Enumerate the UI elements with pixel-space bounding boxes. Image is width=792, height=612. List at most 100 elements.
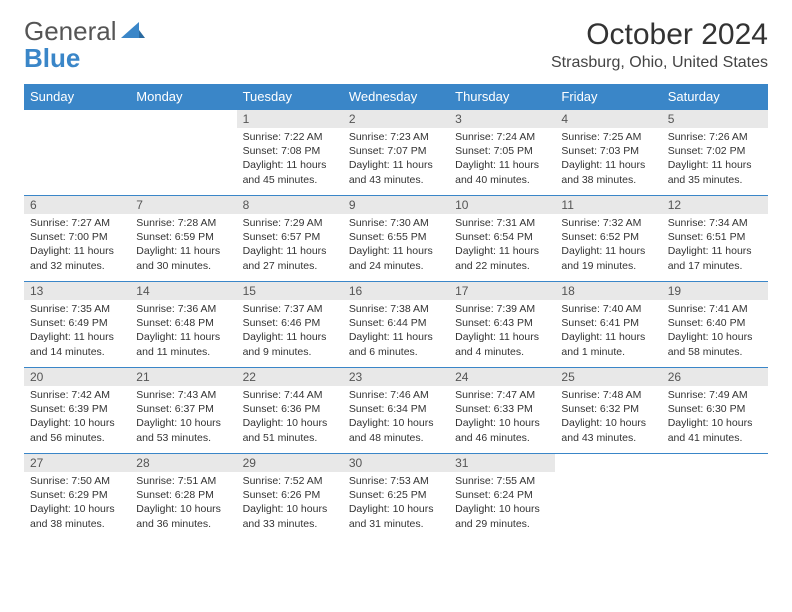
calendar-day-cell: 13Sunrise: 7:35 AMSunset: 6:49 PMDayligh… bbox=[24, 282, 130, 368]
day-content: Sunrise: 7:51 AMSunset: 6:28 PMDaylight:… bbox=[130, 472, 236, 535]
calendar-day-cell: 16Sunrise: 7:38 AMSunset: 6:44 PMDayligh… bbox=[343, 282, 449, 368]
day-content: Sunrise: 7:25 AMSunset: 7:03 PMDaylight:… bbox=[555, 128, 661, 191]
calendar-day-cell: 29Sunrise: 7:52 AMSunset: 6:26 PMDayligh… bbox=[237, 454, 343, 540]
calendar-week-row: 13Sunrise: 7:35 AMSunset: 6:49 PMDayligh… bbox=[24, 282, 768, 368]
page-title: October 2024 bbox=[551, 18, 768, 52]
calendar-table: SundayMondayTuesdayWednesdayThursdayFrid… bbox=[24, 84, 768, 540]
day-number: 6 bbox=[24, 196, 130, 214]
calendar-day-cell: .. bbox=[130, 110, 236, 196]
day-content: Sunrise: 7:43 AMSunset: 6:37 PMDaylight:… bbox=[130, 386, 236, 449]
calendar-header-cell: Tuesday bbox=[237, 84, 343, 110]
day-content: Sunrise: 7:46 AMSunset: 6:34 PMDaylight:… bbox=[343, 386, 449, 449]
calendar-day-cell: 4Sunrise: 7:25 AMSunset: 7:03 PMDaylight… bbox=[555, 110, 661, 196]
day-content: Sunrise: 7:27 AMSunset: 7:00 PMDaylight:… bbox=[24, 214, 130, 277]
logo-text-1: General bbox=[24, 16, 117, 46]
day-number: 5 bbox=[662, 110, 768, 128]
day-number: 29 bbox=[237, 454, 343, 472]
day-content: Sunrise: 7:32 AMSunset: 6:52 PMDaylight:… bbox=[555, 214, 661, 277]
calendar-day-cell: 30Sunrise: 7:53 AMSunset: 6:25 PMDayligh… bbox=[343, 454, 449, 540]
calendar-day-cell: 21Sunrise: 7:43 AMSunset: 6:37 PMDayligh… bbox=[130, 368, 236, 454]
calendar-day-cell: 28Sunrise: 7:51 AMSunset: 6:28 PMDayligh… bbox=[130, 454, 236, 540]
calendar-header-cell: Friday bbox=[555, 84, 661, 110]
location-text: Strasburg, Ohio, United States bbox=[551, 54, 768, 72]
calendar-day-cell: 2Sunrise: 7:23 AMSunset: 7:07 PMDaylight… bbox=[343, 110, 449, 196]
calendar-day-cell: 15Sunrise: 7:37 AMSunset: 6:46 PMDayligh… bbox=[237, 282, 343, 368]
day-number: 25 bbox=[555, 368, 661, 386]
calendar-day-cell: 27Sunrise: 7:50 AMSunset: 6:29 PMDayligh… bbox=[24, 454, 130, 540]
day-content: Sunrise: 7:41 AMSunset: 6:40 PMDaylight:… bbox=[662, 300, 768, 363]
calendar-day-cell: 8Sunrise: 7:29 AMSunset: 6:57 PMDaylight… bbox=[237, 196, 343, 282]
day-content: Sunrise: 7:52 AMSunset: 6:26 PMDaylight:… bbox=[237, 472, 343, 535]
day-content: Sunrise: 7:55 AMSunset: 6:24 PMDaylight:… bbox=[449, 472, 555, 535]
calendar-day-cell: .. bbox=[662, 454, 768, 540]
day-content: Sunrise: 7:50 AMSunset: 6:29 PMDaylight:… bbox=[24, 472, 130, 535]
calendar-header-cell: Sunday bbox=[24, 84, 130, 110]
calendar-day-cell: 24Sunrise: 7:47 AMSunset: 6:33 PMDayligh… bbox=[449, 368, 555, 454]
logo: General Blue bbox=[24, 18, 145, 72]
calendar-day-cell: 1Sunrise: 7:22 AMSunset: 7:08 PMDaylight… bbox=[237, 110, 343, 196]
calendar-day-cell: 11Sunrise: 7:32 AMSunset: 6:52 PMDayligh… bbox=[555, 196, 661, 282]
day-number: 19 bbox=[662, 282, 768, 300]
day-number: 10 bbox=[449, 196, 555, 214]
day-content: Sunrise: 7:28 AMSunset: 6:59 PMDaylight:… bbox=[130, 214, 236, 277]
day-content: Sunrise: 7:31 AMSunset: 6:54 PMDaylight:… bbox=[449, 214, 555, 277]
calendar-day-cell: 18Sunrise: 7:40 AMSunset: 6:41 PMDayligh… bbox=[555, 282, 661, 368]
calendar-week-row: 6Sunrise: 7:27 AMSunset: 7:00 PMDaylight… bbox=[24, 196, 768, 282]
day-number: 2 bbox=[343, 110, 449, 128]
day-number: 11 bbox=[555, 196, 661, 214]
day-number: 22 bbox=[237, 368, 343, 386]
calendar-header-cell: Monday bbox=[130, 84, 236, 110]
day-content: Sunrise: 7:39 AMSunset: 6:43 PMDaylight:… bbox=[449, 300, 555, 363]
day-content: Sunrise: 7:24 AMSunset: 7:05 PMDaylight:… bbox=[449, 128, 555, 191]
calendar-week-row: 20Sunrise: 7:42 AMSunset: 6:39 PMDayligh… bbox=[24, 368, 768, 454]
day-content: Sunrise: 7:37 AMSunset: 6:46 PMDaylight:… bbox=[237, 300, 343, 363]
calendar-day-cell: .. bbox=[24, 110, 130, 196]
header: General Blue October 2024 Strasburg, Ohi… bbox=[24, 18, 768, 72]
day-content: Sunrise: 7:44 AMSunset: 6:36 PMDaylight:… bbox=[237, 386, 343, 449]
day-content: Sunrise: 7:26 AMSunset: 7:02 PMDaylight:… bbox=[662, 128, 768, 191]
day-number: 18 bbox=[555, 282, 661, 300]
day-number: 8 bbox=[237, 196, 343, 214]
day-number: 12 bbox=[662, 196, 768, 214]
calendar-day-cell: 3Sunrise: 7:24 AMSunset: 7:05 PMDaylight… bbox=[449, 110, 555, 196]
day-number: 26 bbox=[662, 368, 768, 386]
logo-triangle-icon bbox=[121, 20, 145, 40]
calendar-header-cell: Wednesday bbox=[343, 84, 449, 110]
day-number: 15 bbox=[237, 282, 343, 300]
calendar-day-cell: 5Sunrise: 7:26 AMSunset: 7:02 PMDaylight… bbox=[662, 110, 768, 196]
day-number: 31 bbox=[449, 454, 555, 472]
day-number: 28 bbox=[130, 454, 236, 472]
calendar-day-cell: 10Sunrise: 7:31 AMSunset: 6:54 PMDayligh… bbox=[449, 196, 555, 282]
day-number: 16 bbox=[343, 282, 449, 300]
day-number: 27 bbox=[24, 454, 130, 472]
day-number: 7 bbox=[130, 196, 236, 214]
day-number: 3 bbox=[449, 110, 555, 128]
day-number: 30 bbox=[343, 454, 449, 472]
logo-text-2: Blue bbox=[24, 43, 80, 73]
calendar-day-cell: 7Sunrise: 7:28 AMSunset: 6:59 PMDaylight… bbox=[130, 196, 236, 282]
day-content: Sunrise: 7:40 AMSunset: 6:41 PMDaylight:… bbox=[555, 300, 661, 363]
calendar-day-cell: 14Sunrise: 7:36 AMSunset: 6:48 PMDayligh… bbox=[130, 282, 236, 368]
day-number: 23 bbox=[343, 368, 449, 386]
calendar-week-row: ....1Sunrise: 7:22 AMSunset: 7:08 PMDayl… bbox=[24, 110, 768, 196]
calendar-day-cell: 25Sunrise: 7:48 AMSunset: 6:32 PMDayligh… bbox=[555, 368, 661, 454]
calendar-day-cell: 20Sunrise: 7:42 AMSunset: 6:39 PMDayligh… bbox=[24, 368, 130, 454]
day-content: Sunrise: 7:48 AMSunset: 6:32 PMDaylight:… bbox=[555, 386, 661, 449]
day-content: Sunrise: 7:36 AMSunset: 6:48 PMDaylight:… bbox=[130, 300, 236, 363]
day-content: Sunrise: 7:29 AMSunset: 6:57 PMDaylight:… bbox=[237, 214, 343, 277]
calendar-day-cell: 26Sunrise: 7:49 AMSunset: 6:30 PMDayligh… bbox=[662, 368, 768, 454]
calendar-day-cell: 23Sunrise: 7:46 AMSunset: 6:34 PMDayligh… bbox=[343, 368, 449, 454]
calendar-day-cell: 17Sunrise: 7:39 AMSunset: 6:43 PMDayligh… bbox=[449, 282, 555, 368]
day-number: 21 bbox=[130, 368, 236, 386]
day-content: Sunrise: 7:22 AMSunset: 7:08 PMDaylight:… bbox=[237, 128, 343, 191]
day-number: 14 bbox=[130, 282, 236, 300]
calendar-day-cell: 31Sunrise: 7:55 AMSunset: 6:24 PMDayligh… bbox=[449, 454, 555, 540]
calendar-week-row: 27Sunrise: 7:50 AMSunset: 6:29 PMDayligh… bbox=[24, 454, 768, 540]
day-number: 20 bbox=[24, 368, 130, 386]
calendar-day-cell: 22Sunrise: 7:44 AMSunset: 6:36 PMDayligh… bbox=[237, 368, 343, 454]
day-content: Sunrise: 7:42 AMSunset: 6:39 PMDaylight:… bbox=[24, 386, 130, 449]
calendar-day-cell: 19Sunrise: 7:41 AMSunset: 6:40 PMDayligh… bbox=[662, 282, 768, 368]
calendar-header-cell: Saturday bbox=[662, 84, 768, 110]
day-content: Sunrise: 7:30 AMSunset: 6:55 PMDaylight:… bbox=[343, 214, 449, 277]
day-content: Sunrise: 7:34 AMSunset: 6:51 PMDaylight:… bbox=[662, 214, 768, 277]
